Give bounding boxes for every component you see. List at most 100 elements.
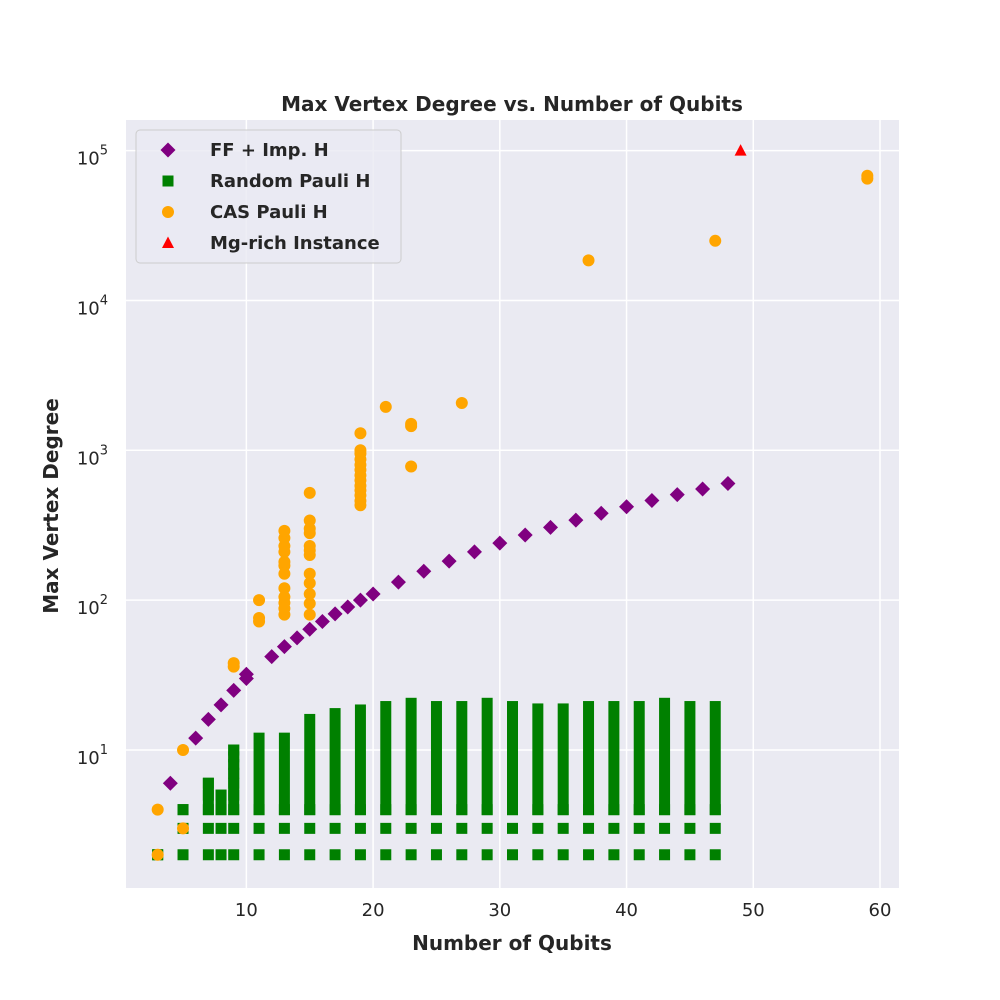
y-tick-label: 103 — [77, 443, 108, 469]
random-pauli-column — [456, 701, 468, 816]
legend-box — [135, 129, 402, 264]
random-pauli-column — [608, 701, 620, 816]
random-pauli-point — [507, 822, 518, 834]
legend-marker — [162, 236, 174, 248]
random-pauli-point — [684, 822, 696, 834]
data-point — [379, 400, 392, 413]
x-tick-label: 10 — [235, 900, 258, 921]
data-point — [303, 597, 316, 610]
random-pauli-column — [329, 708, 341, 816]
random-pauli-column — [507, 701, 518, 816]
random-pauli-point — [608, 822, 620, 834]
data-point — [303, 567, 316, 580]
random-pauli-point — [228, 822, 240, 834]
data-point — [264, 649, 280, 665]
data-point — [582, 254, 595, 267]
random-pauli-point — [354, 804, 366, 816]
random-pauli-point — [228, 751, 240, 763]
random-pauli-point — [507, 849, 518, 861]
random-pauli-point — [253, 849, 265, 861]
random-pauli-point — [709, 849, 721, 861]
random-pauli-column — [278, 732, 290, 816]
random-pauli-point — [430, 849, 442, 861]
random-pauli-point — [684, 804, 696, 816]
random-pauli-column — [380, 701, 392, 816]
random-pauli-point — [608, 804, 620, 816]
data-point — [593, 505, 609, 521]
y-tick-label: 101 — [77, 743, 108, 769]
data-point — [278, 590, 291, 603]
data-point — [455, 396, 468, 409]
random-pauli-point — [228, 759, 240, 771]
random-pauli-point — [456, 849, 468, 861]
data-point — [303, 539, 316, 552]
random-pauli-point — [278, 804, 290, 816]
data-point — [276, 639, 292, 655]
random-pauli-point — [228, 777, 240, 789]
legend-marker — [160, 142, 176, 158]
random-pauli-point — [532, 849, 544, 861]
random-pauli-point — [228, 789, 240, 801]
random-pauli-point — [380, 804, 392, 816]
data-point — [162, 775, 178, 791]
y-tick-base: 10 — [77, 748, 100, 769]
random-pauli-column — [430, 701, 442, 816]
x-axis-ticks: 10 20 30 40 50 60 — [235, 900, 892, 921]
random-pauli-point — [215, 804, 227, 816]
random-pauli-point — [215, 822, 227, 834]
data-point — [278, 555, 291, 568]
random-pauli-point — [304, 804, 316, 816]
data-point — [151, 803, 164, 816]
x-tick-label: 60 — [869, 900, 892, 921]
data-point — [227, 657, 240, 670]
random-pauli-point — [202, 822, 214, 834]
random-pauli-point — [202, 789, 214, 801]
random-pauli-point — [481, 822, 493, 834]
random-pauli-point — [380, 849, 392, 861]
random-pauli-point — [684, 849, 696, 861]
random-pauli-point — [354, 849, 366, 861]
y-tick-exponent: 1 — [100, 743, 108, 758]
random-pauli-point — [430, 804, 442, 816]
x-tick-label: 20 — [362, 900, 385, 921]
random-pauli-point — [202, 804, 214, 816]
data-point — [405, 417, 418, 430]
random-pauli-point — [228, 849, 240, 861]
random-pauli-point — [278, 822, 290, 834]
random-pauli-point — [456, 822, 468, 834]
y-tick-label: 105 — [77, 144, 108, 170]
random-pauli-point — [557, 849, 569, 861]
random-pauli-column — [709, 701, 721, 816]
x-axis-label: Number of Qubits — [412, 931, 612, 955]
chart-title: Max Vertex Degree vs. Number of Qubits — [281, 92, 743, 116]
data-point — [303, 514, 316, 527]
legend-marker — [162, 175, 174, 187]
legend: FF + Imp. H Random Pauli H CAS Pauli H Mg-r… — [135, 129, 402, 264]
random-pauli-point — [202, 849, 214, 861]
random-pauli-point — [253, 804, 265, 816]
random-pauli-point — [481, 849, 493, 861]
data-point — [238, 666, 254, 682]
random-pauli-point — [215, 789, 227, 801]
random-pauli-point — [405, 804, 417, 816]
data-point — [200, 711, 216, 727]
random-pauli-column — [557, 703, 569, 816]
random-pauli-point — [481, 804, 493, 816]
random-pauli-point — [709, 822, 721, 834]
series-2 — [151, 169, 874, 861]
random-pauli-point — [202, 777, 214, 789]
random-pauli-point — [215, 849, 227, 861]
y-tick-label: 104 — [77, 293, 108, 319]
random-pauli-point — [228, 804, 240, 816]
random-pauli-column — [583, 701, 595, 816]
y-tick-base: 10 — [77, 298, 100, 319]
random-pauli-point — [507, 804, 518, 816]
data-point — [213, 697, 229, 713]
data-point — [278, 582, 291, 595]
y-tick-label: 102 — [77, 593, 108, 619]
data-point — [303, 486, 316, 499]
series-0 — [162, 476, 736, 791]
x-tick-label: 50 — [742, 900, 765, 921]
random-pauli-column — [481, 697, 493, 816]
